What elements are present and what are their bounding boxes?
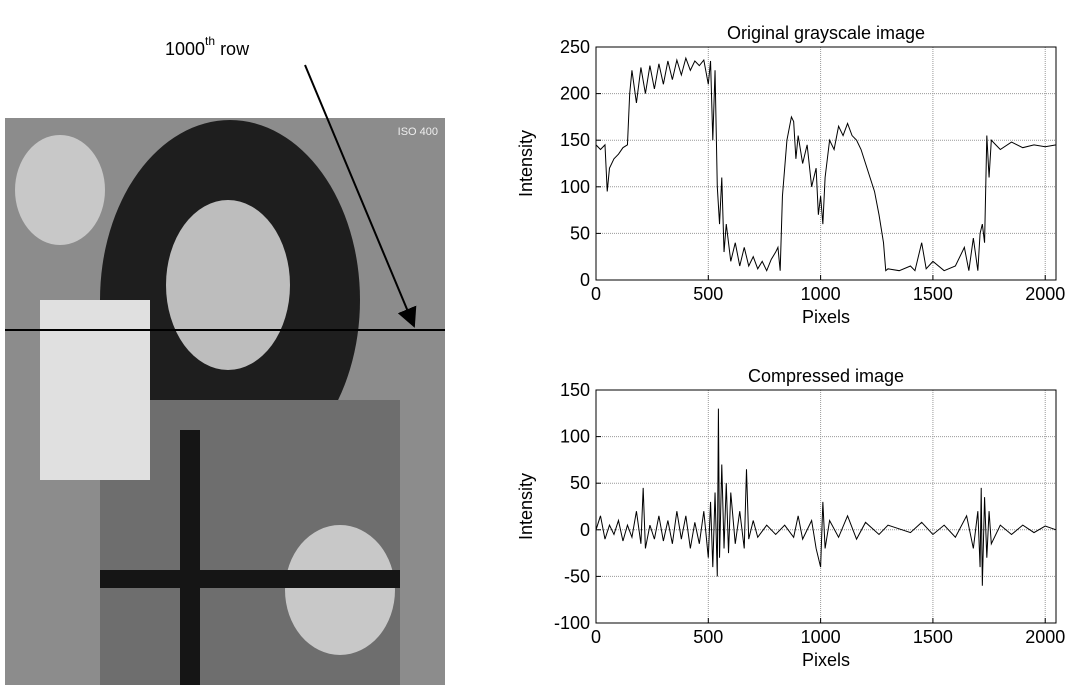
y-tick-label: -100 [554, 613, 590, 633]
face [166, 200, 290, 370]
line [595, 56, 1057, 272]
y-tick-label: 150 [560, 380, 590, 400]
x-axis-label: Pixels [802, 650, 850, 670]
annotation-superscript: th [205, 34, 215, 48]
x-tick-label: 500 [693, 627, 723, 647]
annotation: 1000th row [165, 34, 250, 59]
y-tick-label: 100 [560, 177, 590, 197]
x-tick-label: 2000 [1025, 284, 1065, 304]
x-axis-label: Pixels [802, 307, 850, 327]
y-axis-label: Intensity [516, 130, 536, 197]
x-tick-label: 1500 [913, 284, 953, 304]
y-tick-label: 150 [560, 130, 590, 150]
y-tick-label: 50 [570, 473, 590, 493]
photo: ISO 400 [5, 118, 445, 685]
y-tick-label: 250 [560, 37, 590, 57]
y-tick-label: 0 [580, 520, 590, 540]
stripe [100, 570, 400, 588]
chart-title: Compressed image [748, 366, 904, 386]
y-tick-label: -50 [564, 566, 590, 586]
y-tick-label: 200 [560, 84, 590, 104]
line [595, 408, 1057, 586]
y-tick-label: 50 [570, 223, 590, 243]
x-tick-label: 500 [693, 284, 723, 304]
chart-title: Original grayscale image [727, 23, 925, 43]
annotation-suffix: row [220, 39, 250, 59]
arrow [304, 64, 417, 328]
hand-right [285, 525, 395, 655]
stripe [180, 430, 200, 685]
annotation-number: 1000 [165, 39, 205, 59]
axes-box [595, 46, 1057, 281]
x-tick-label: 1500 [913, 627, 953, 647]
iso-label: ISO 400 [398, 126, 438, 138]
y-tick-label: 100 [560, 427, 590, 447]
hand-left [15, 135, 105, 245]
y-tick-label: 0 [580, 270, 590, 290]
y-axis-label: Intensity [516, 473, 536, 540]
x-tick-label: 1000 [801, 627, 841, 647]
axes-box [595, 389, 1057, 624]
x-tick-label: 1000 [801, 284, 841, 304]
x-tick-label: 2000 [1025, 627, 1065, 647]
sleeve [40, 300, 150, 480]
x-tick-label: 0 [591, 627, 601, 647]
x-tick-label: 0 [591, 284, 601, 304]
